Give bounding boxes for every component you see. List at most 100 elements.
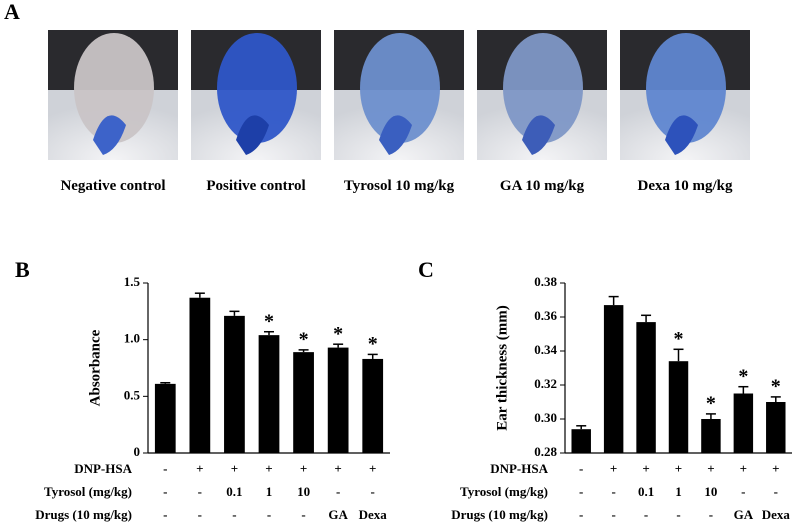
treatment-cell: - (163, 484, 167, 499)
ear (360, 33, 440, 143)
treatment-cell: + (300, 461, 307, 476)
photo (620, 30, 750, 160)
treatment-name: Drugs (10 mg/kg) (35, 507, 132, 522)
bar (733, 393, 754, 453)
bar (362, 358, 384, 453)
treatment-cell: + (334, 461, 341, 476)
treatment-cell: 1 (266, 484, 273, 499)
photo (191, 30, 321, 160)
treatment-cell: + (369, 461, 376, 476)
photo-caption: Positive control (206, 178, 306, 194)
y-tick-label: 1.5 (124, 274, 141, 289)
y-tick-label: 0.30 (534, 410, 557, 425)
treatment-cell: + (231, 461, 238, 476)
treatment-cell: - (579, 484, 583, 499)
y-axis-label: Ear thickness (mm) (494, 305, 510, 431)
photo-caption: Tyrosol 10 mg/kg (343, 178, 455, 194)
treatment-cell: - (741, 484, 745, 499)
treatment-name: Tyrosol (mg/kg) (44, 484, 132, 499)
treatment-cell: - (774, 484, 778, 499)
treatment-cell: - (232, 507, 236, 522)
significance-mark: * (333, 323, 343, 345)
bar (293, 352, 314, 453)
panel-label: B (15, 257, 30, 282)
y-tick-label: 0.5 (124, 387, 141, 402)
treatment-cell: 10 (297, 484, 310, 499)
treatment-cell: - (644, 507, 648, 522)
ear (217, 33, 297, 143)
treatment-cell: - (371, 484, 375, 499)
significance-mark: * (299, 328, 309, 350)
treatment-cell: + (772, 461, 779, 476)
treatment-cell: GA (734, 507, 754, 522)
y-tick-label: 0.32 (534, 376, 557, 391)
bar (571, 429, 591, 453)
y-tick-label: 0 (134, 444, 141, 459)
treatment-cell: - (267, 507, 271, 522)
treatment-cell: - (611, 507, 615, 522)
photo-caption: Negative control (60, 178, 166, 194)
treatment-cell: Dexa (359, 507, 388, 522)
treatment-cell: - (301, 507, 305, 522)
treatment-name: Tyrosol (mg/kg) (460, 484, 548, 499)
panel-label: C (418, 257, 434, 282)
bar (189, 297, 211, 453)
treatment-cell: - (579, 507, 583, 522)
ear-vein (93, 115, 126, 155)
photo (477, 30, 607, 160)
treatment-cell: + (740, 461, 747, 476)
treatment-cell: + (707, 461, 714, 476)
y-tick-label: 0.38 (534, 274, 557, 289)
treatment-cell: - (579, 461, 583, 476)
treatment-cell: - (709, 507, 713, 522)
y-tick-label: 0.34 (534, 342, 557, 357)
treatment-cell: Dexa (762, 507, 791, 522)
treatment-cell: - (163, 507, 167, 522)
bar (154, 383, 176, 453)
significance-mark: * (368, 333, 378, 355)
ear (646, 33, 726, 143)
treatment-cell: - (336, 484, 340, 499)
treatment-cell: - (198, 507, 202, 522)
bar (701, 419, 721, 453)
panel-label: A (4, 0, 20, 24)
treatment-cell: + (642, 461, 649, 476)
treatment-cell: + (675, 461, 682, 476)
treatment-cell: GA (328, 507, 348, 522)
bar (668, 361, 689, 453)
bar (603, 305, 624, 453)
treatment-cell: - (611, 484, 615, 499)
bar (636, 322, 656, 453)
ear-vein (379, 115, 412, 155)
treatment-cell: 0.1 (638, 484, 654, 499)
treatment-cell: + (196, 461, 203, 476)
treatment-cell: - (198, 484, 202, 499)
ear (503, 33, 583, 143)
treatment-cell: - (163, 461, 167, 476)
photo (334, 30, 464, 160)
significance-mark: * (674, 328, 684, 350)
significance-mark: * (264, 310, 274, 332)
y-axis-label: Absorbance (87, 329, 103, 406)
significance-mark: * (706, 392, 716, 414)
ear-vein (236, 115, 269, 155)
bar (327, 347, 349, 453)
bar (258, 335, 280, 453)
bar (766, 402, 786, 453)
treatment-name: DNP-HSA (74, 461, 132, 476)
y-tick-label: 0.28 (534, 444, 557, 459)
treatment-name: Drugs (10 mg/kg) (451, 507, 548, 522)
treatment-name: DNP-HSA (490, 461, 548, 476)
ear-vein (522, 115, 555, 155)
treatment-cell: 1 (675, 484, 682, 499)
significance-mark: * (738, 365, 748, 387)
significance-mark: * (771, 375, 781, 397)
ear (74, 33, 154, 143)
treatment-cell: 0.1 (226, 484, 242, 499)
treatment-cell: - (676, 507, 680, 522)
photo (48, 30, 178, 160)
ear-vein (665, 115, 698, 155)
photo-caption: Dexa 10 mg/kg (637, 178, 733, 194)
